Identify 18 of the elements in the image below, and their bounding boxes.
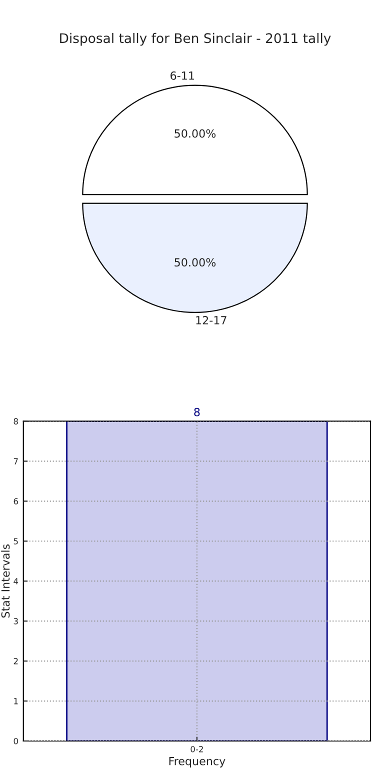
y-axis-title: Stat Intervals <box>1 544 10 618</box>
y-tick-label: 8 <box>14 418 18 424</box>
y-tick-label: 7 <box>14 458 18 464</box>
x-tick-label: 0-2 <box>190 746 203 752</box>
y-tick-label: 6 <box>14 498 18 504</box>
y-tick-label: 2 <box>14 658 18 664</box>
y-tick-label: 0 <box>14 738 18 744</box>
data-label: 50.00% <box>174 129 216 138</box>
y-tick-label: 4 <box>14 578 18 584</box>
y-tick-label: 3 <box>14 618 18 624</box>
slice-label: 12-17 <box>196 316 226 324</box>
data-label: 8 <box>194 408 200 416</box>
y-tick-label: 5 <box>14 538 18 544</box>
data-label: 50.00% <box>174 258 216 267</box>
chart-title: Disposal tally for Ben Sinclair - 2011 tally <box>60 32 331 46</box>
y-tick-label: 1 <box>14 698 18 704</box>
slice-label: 6-11 <box>170 71 194 80</box>
x-axis-title: Frequency <box>169 757 226 768</box>
